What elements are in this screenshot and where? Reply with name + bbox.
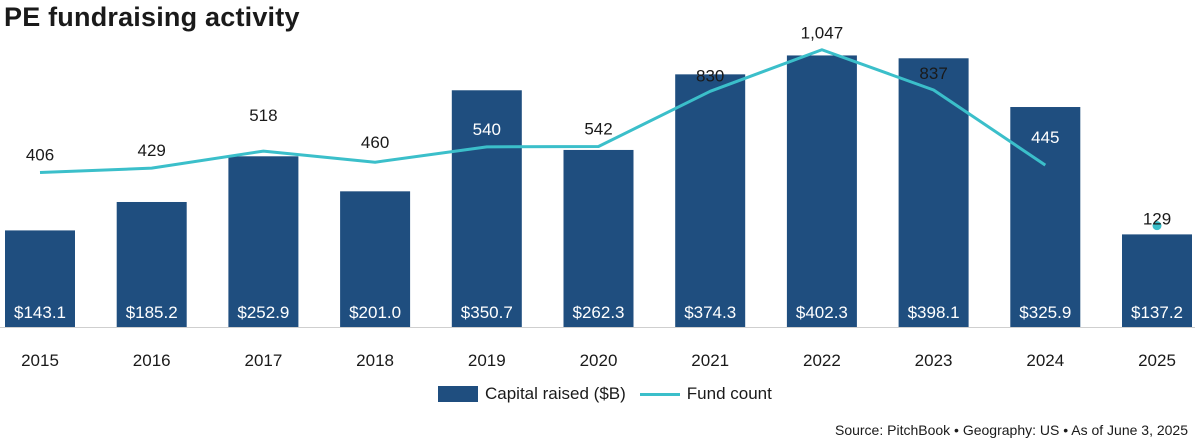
bar-2020 [563,149,634,327]
chart-legend: Capital raised ($B) Fund count [438,384,772,404]
bar-2019 [451,90,522,327]
fund-count-label-2018: 460 [361,133,389,152]
x-tick-label-2022: 2022 [803,351,841,370]
legend-swatch-fund-count [639,392,680,396]
fund-count-label-2019: 540 [473,120,501,139]
bar-value-label-2022: $402.3 [796,303,848,322]
bar-value-label-2020: $262.3 [573,303,625,322]
bar-value-label-2024: $325.9 [1019,303,1071,322]
fund-count-label-2023: 837 [919,64,947,83]
x-tick-label-2016: 2016 [133,351,171,370]
fund-count-label-2015: 406 [26,146,54,165]
bar-value-label-2017: $252.9 [237,303,289,322]
fund-count-label-2025: 129 [1143,209,1171,228]
fund-count-label-2022: 1,047 [801,24,844,43]
bar-value-label-2021: $374.3 [684,303,736,322]
fund-count-label-2020: 542 [584,120,612,139]
x-tick-label-2024: 2024 [1026,351,1064,370]
bar-value-label-2015: $143.1 [14,303,66,322]
chart-title: PE fundraising activity [4,2,300,32]
x-tick-label-2023: 2023 [915,351,953,370]
x-tick-label-2017: 2017 [244,351,282,370]
bar-2021 [675,74,746,327]
bar-2023 [898,58,969,327]
bar-value-label-2025: $137.2 [1131,303,1183,322]
bar-2017 [228,156,299,327]
fund-count-point-2025 [1152,221,1162,231]
bar-value-label-2019: $350.7 [461,303,513,322]
bar-2015 [5,230,75,327]
x-tick-label-2025: 2025 [1138,351,1176,370]
bar-2024 [1010,107,1081,327]
fund-count-label-2024: 445 [1031,128,1059,147]
fund-count-line [39,48,1047,175]
x-tick-label-2019: 2019 [468,351,506,370]
bar-2022 [786,55,857,327]
bar-value-label-2023: $398.1 [908,303,960,322]
legend-label-capital: Capital raised ($B) [485,384,626,403]
x-tick-label-2018: 2018 [356,351,394,370]
bar-2018 [340,191,411,327]
x-tick-label-2021: 2021 [691,351,729,370]
legend-label-fund-count: Fund count [686,384,772,403]
x-tick-label-2020: 2020 [580,351,618,370]
fund-count-label-2021: 830 [696,66,724,85]
bar-2025 [1122,234,1192,327]
fund-count-label-2017: 518 [249,106,277,125]
legend-swatch-capital [438,386,478,402]
bar-value-label-2018: $201.0 [349,303,401,322]
bar-2016 [116,201,187,327]
x-tick-label-2015: 2015 [21,351,59,370]
fund-count-label-2016: 429 [138,141,166,160]
source-note: Source: PitchBook • Geography: US • As o… [834,422,1188,438]
bar-value-label-2016: $185.2 [126,303,178,322]
